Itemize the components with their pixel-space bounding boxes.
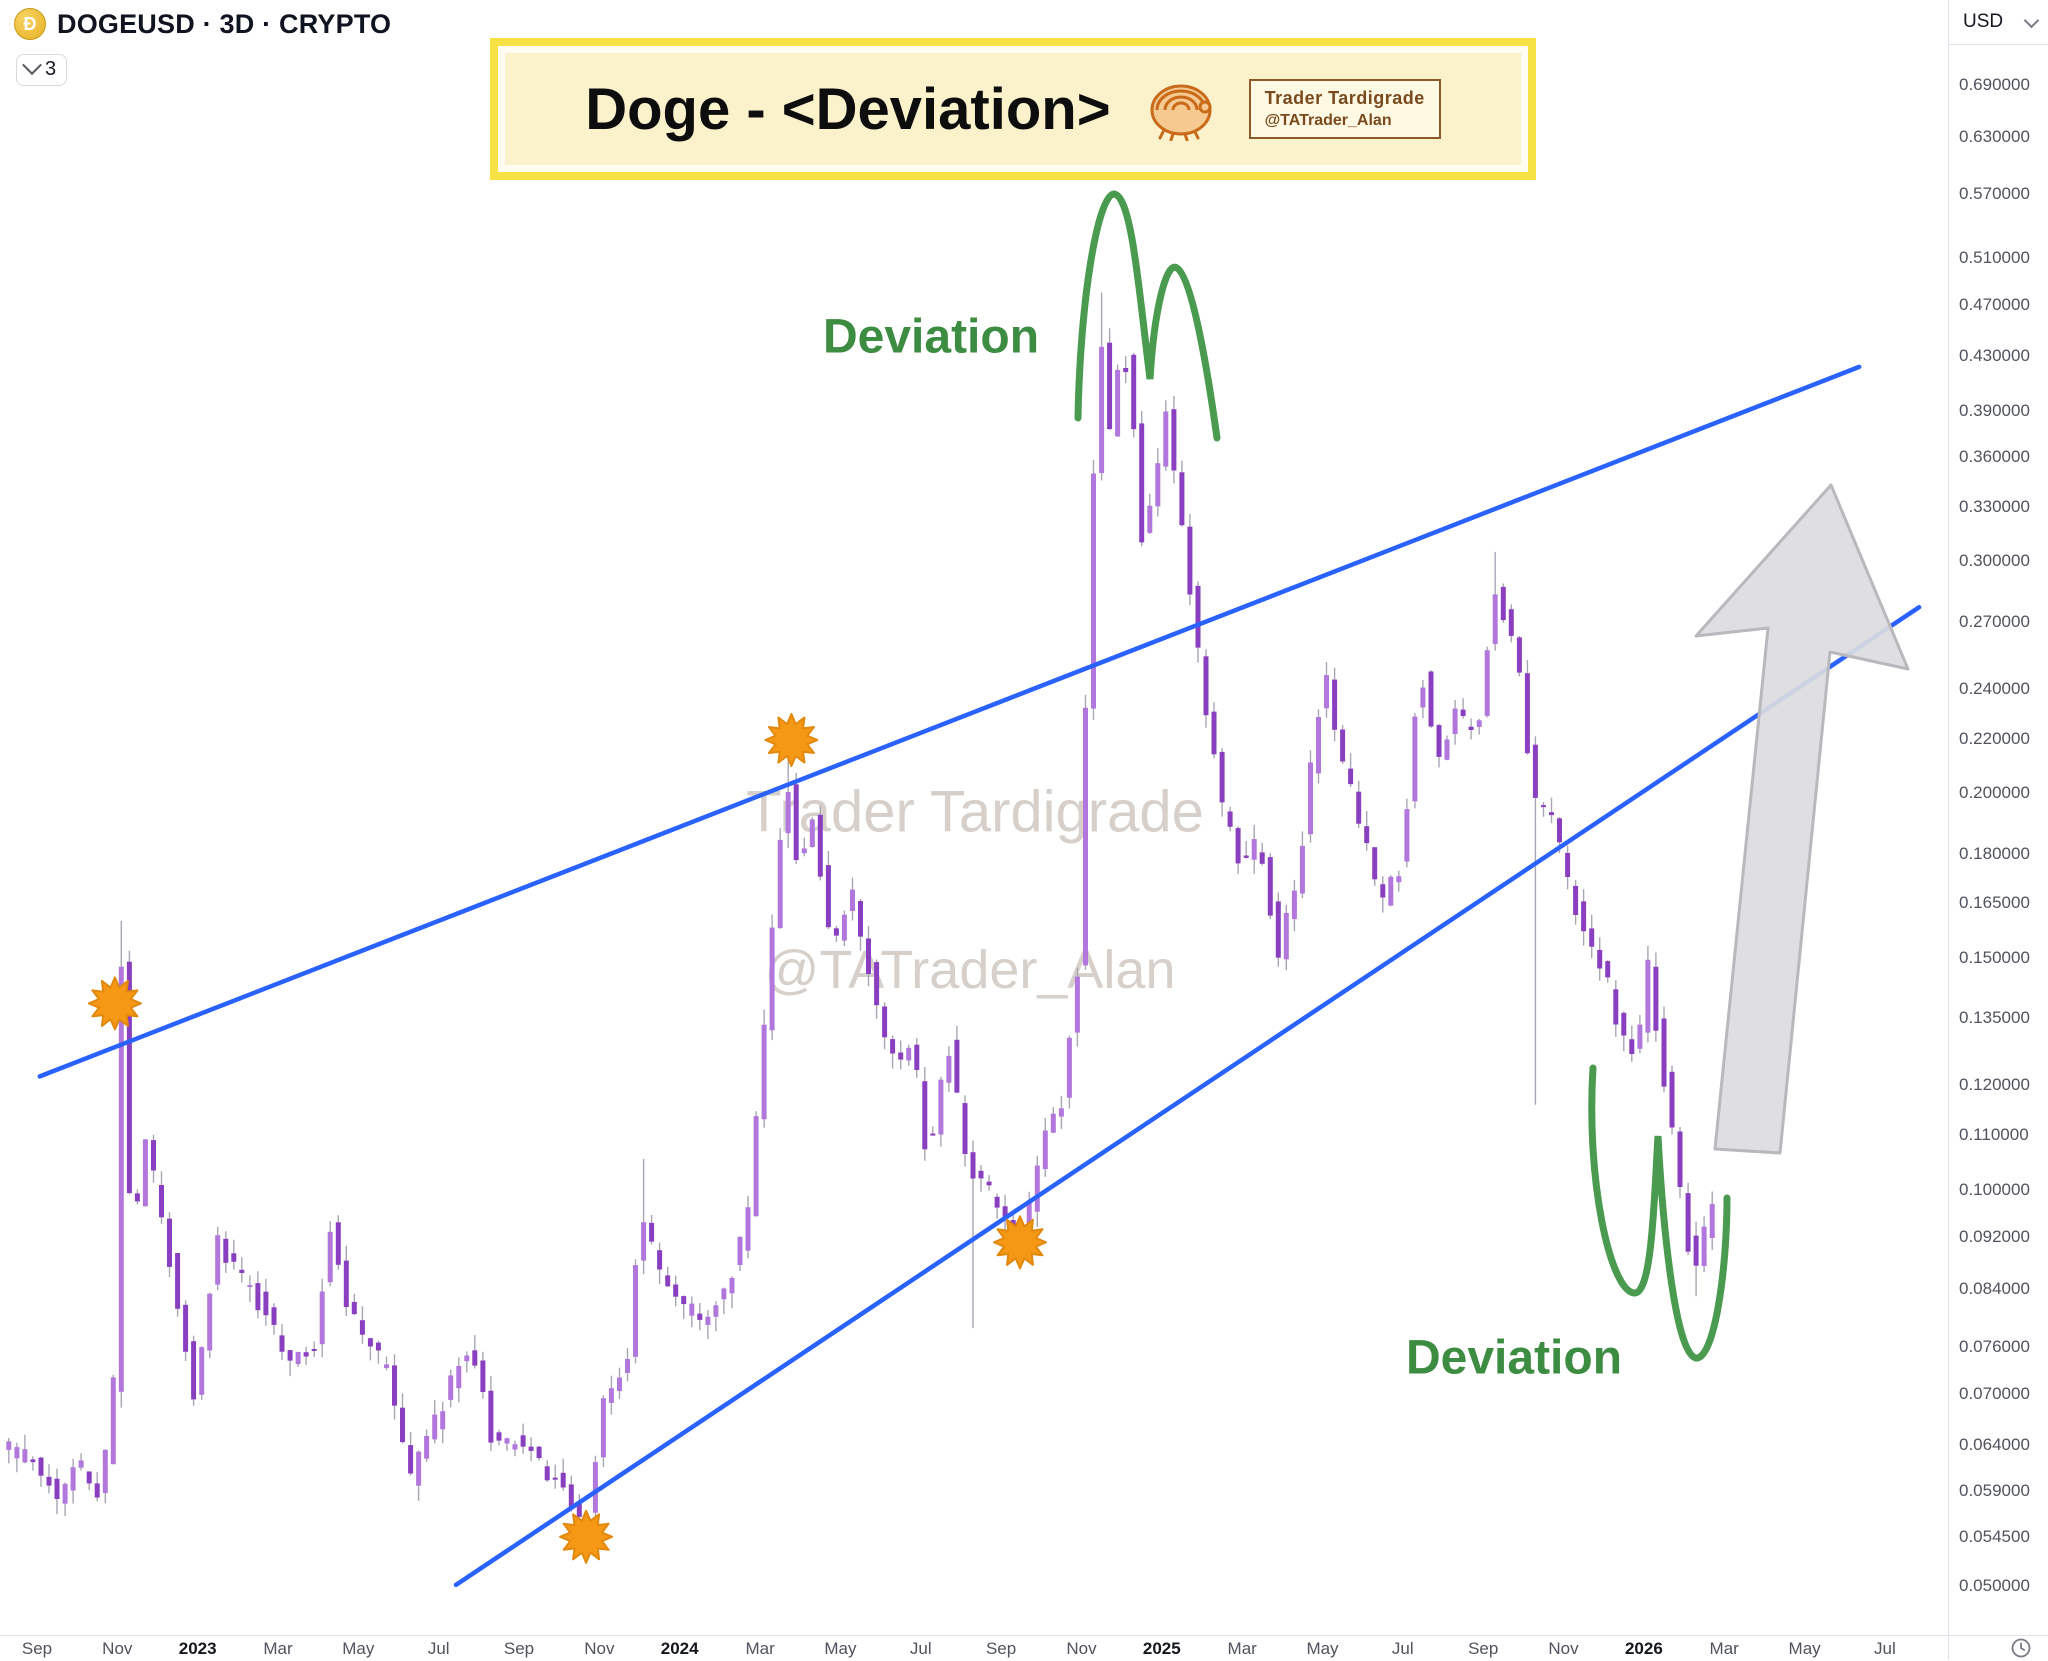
trend-channel-line[interactable] — [453, 604, 1922, 1588]
time-tick-label: Mar — [1227, 1639, 1257, 1658]
doge-coin-icon: Ð — [14, 8, 46, 40]
currency-dropdown[interactable]: USD — [1949, 0, 2048, 45]
time-tick-label: Sep — [985, 1639, 1017, 1658]
time-tick-label: Nov — [102, 1639, 133, 1658]
title-banner[interactable]: Doge - <Deviation> Trader Tardigrade @TA… — [490, 38, 1536, 180]
time-tick-label: Mar — [263, 1639, 293, 1658]
deviation-star-marker[interactable] — [764, 713, 819, 767]
price-tick-label: 0.059000 — [1959, 1481, 2030, 1501]
price-tick-label: 0.150000 — [1959, 947, 2030, 967]
time-tick-label: Sep — [503, 1639, 535, 1658]
clock-icon[interactable] — [2010, 1637, 2032, 1659]
time-tick-label: May — [342, 1639, 375, 1658]
time-tick-label: Jul — [427, 1639, 450, 1658]
time-tick-label: May — [1306, 1639, 1339, 1658]
time-axis[interactable]: Sep Nov 2023 Mar May Jul Sep Nov 2024 Mar May Jul Se… — [0, 1635, 1948, 1661]
time-tick-label: 2023 — [178, 1639, 217, 1658]
time-tick-label: Nov — [1548, 1639, 1579, 1658]
trend-channel-line[interactable] — [37, 364, 1862, 1079]
price-tick-label: 0.510000 — [1959, 247, 2030, 267]
price-tick-label: 0.064000 — [1959, 1434, 2030, 1454]
deviation-label-bottom[interactable]: Deviation — [1405, 1331, 1623, 1385]
price-tick-label: 0.054500 — [1959, 1526, 2030, 1546]
price-tick-label: 0.220000 — [1959, 728, 2030, 748]
symbol-title[interactable]: DOGEUSD · 3D · CRYPTO — [57, 8, 392, 39]
time-tick-label: Jul — [1391, 1639, 1414, 1658]
price-tick-label: 0.180000 — [1959, 843, 2030, 863]
price-tick-label: 0.070000 — [1959, 1383, 2030, 1403]
symbol-header: Ð DOGEUSD · 3D · CRYPTO — [14, 8, 391, 40]
deviation-curve-top[interactable] — [1074, 190, 1221, 442]
price-tick-label: 0.084000 — [1959, 1279, 2030, 1299]
price-tick-label: 0.330000 — [1959, 496, 2030, 516]
deviation-star-marker[interactable] — [87, 976, 142, 1031]
price-tick-label: 0.690000 — [1959, 75, 2030, 94]
price-tick-label: 0.630000 — [1959, 127, 2030, 147]
deviation-star-marker[interactable] — [559, 1509, 614, 1564]
time-tick-label: Nov — [584, 1639, 615, 1658]
time-tick-label: 2024 — [660, 1639, 699, 1658]
watermark-line2: @TATrader_Alan — [764, 940, 1176, 1000]
price-tick-label: 0.240000 — [1959, 679, 2030, 698]
price-tick-label: 0.200000 — [1959, 783, 2030, 803]
credit-line1: Trader Tardigrade — [1264, 88, 1425, 108]
price-tick-label: 0.165000 — [1959, 893, 2030, 913]
price-tick-label: 0.050000 — [1959, 1576, 2030, 1596]
time-tick-label: Nov — [1066, 1639, 1097, 1658]
axis-corner — [1948, 1635, 2048, 1660]
time-tick-label: Mar — [745, 1639, 775, 1658]
time-tick-label: 2025 — [1142, 1639, 1181, 1658]
deviation-star-marker[interactable] — [993, 1215, 1047, 1270]
up-arrow-drawing[interactable] — [1694, 483, 1910, 1155]
banner-title: Doge - <Deviation> — [585, 76, 1111, 142]
price-tick-label: 0.430000 — [1959, 345, 2030, 365]
currency-label: USD — [1963, 11, 2004, 32]
time-tick-label: Mar — [1709, 1639, 1739, 1658]
price-axis[interactable]: USD 0.690000 0.630000 0.570000 0.510000 0.47… — [1948, 0, 2048, 1635]
price-tick-label: 0.470000 — [1959, 294, 2030, 314]
price-tick-label: 0.360000 — [1959, 447, 2030, 467]
candles — [6, 292, 1715, 1526]
chart-plot-area[interactable]: Trader Tardigrade @TATrader_Alan Deviati… — [0, 0, 1948, 1635]
price-tick-label: 0.570000 — [1959, 184, 2030, 204]
time-tick-label: May — [824, 1639, 857, 1658]
price-tick-label: 0.120000 — [1959, 1075, 2030, 1095]
price-tick-label: 0.270000 — [1959, 611, 2030, 631]
time-tick-label: Jul — [909, 1639, 932, 1658]
chevron-down-icon — [22, 54, 42, 75]
candlestick-chart[interactable] — [0, 0, 1948, 1635]
credit-line2: @TATrader_Alan — [1264, 112, 1392, 129]
credit-box: Trader Tardigrade @TATrader_Alan — [1248, 79, 1441, 139]
time-tick-label: 2026 — [1624, 1639, 1663, 1658]
time-tick-label: May — [1788, 1639, 1821, 1658]
object-tree-count-button[interactable]: 3 — [16, 54, 68, 86]
price-tick-label: 0.135000 — [1959, 1008, 2030, 1027]
price-tick-label: 0.092000 — [1959, 1227, 2030, 1247]
price-tick-label: 0.300000 — [1959, 551, 2030, 571]
time-tick-label: Sep — [21, 1639, 53, 1658]
price-tick-label: 0.110000 — [1959, 1125, 2029, 1145]
price-tick-label: 0.076000 — [1959, 1336, 2030, 1356]
deviation-curve-bottom[interactable] — [1588, 1064, 1731, 1362]
object-count-label: 3 — [45, 58, 57, 80]
time-tick-label: Jul — [1874, 1639, 1896, 1658]
time-tick-label: Sep — [1468, 1639, 1499, 1658]
price-tick-label: 0.390000 — [1959, 401, 2030, 421]
chevron-down-icon — [2023, 12, 2040, 28]
price-tick-label: 0.100000 — [1959, 1179, 2030, 1199]
deviation-label-top[interactable]: Deviation — [822, 310, 1040, 364]
tardigrade-logo-icon — [1150, 84, 1212, 141]
